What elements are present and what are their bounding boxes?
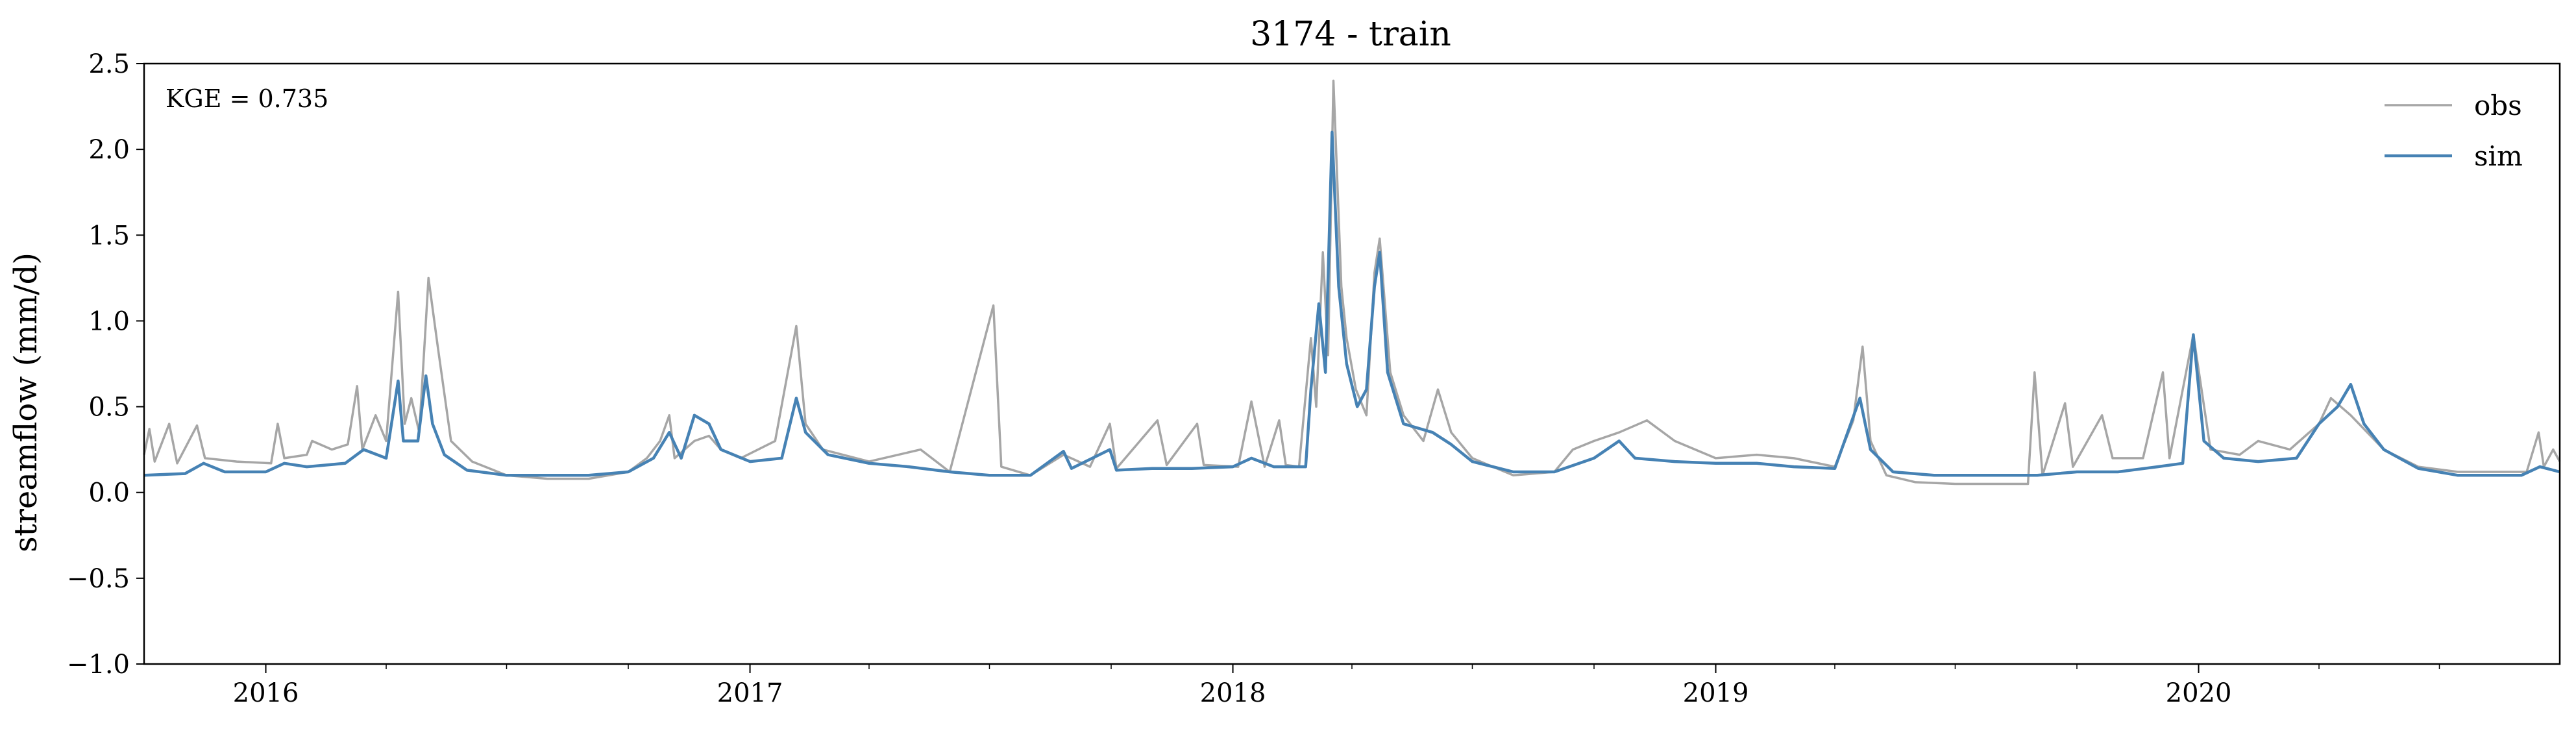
y-tick-label: 1.5 bbox=[88, 221, 130, 251]
y-tick-label: 2.0 bbox=[88, 135, 130, 165]
y-tick-label: 0.5 bbox=[88, 393, 130, 423]
chart-title: 3174 - train bbox=[1250, 15, 1451, 54]
x-tick-label: 2020 bbox=[2166, 678, 2232, 708]
y-tick-label: −1.0 bbox=[67, 650, 130, 680]
x-tick-label: 2017 bbox=[717, 678, 783, 708]
y-tick-label: −0.5 bbox=[67, 564, 130, 594]
y-tick-label: 0.0 bbox=[88, 478, 130, 508]
legend-label-sim: sim bbox=[2474, 140, 2523, 172]
legend: obs sim bbox=[2385, 90, 2523, 172]
x-tick-label: 2019 bbox=[1683, 678, 1749, 708]
kge-annotation: KGE = 0.735 bbox=[166, 84, 328, 113]
y-tick-label: 2.5 bbox=[88, 49, 130, 79]
x-tick-label: 2018 bbox=[1200, 678, 1266, 708]
y-axis-label: streamflow (mm/d) bbox=[8, 252, 44, 552]
plot-area: −1.0 −0.5 0.0 0.5 1.0 1.5 2.0 2.5 2016 2017 2018 20… bbox=[67, 49, 2561, 708]
y-tick-label: 1.0 bbox=[88, 306, 130, 336]
series-line-sim bbox=[143, 130, 2560, 477]
x-tick-label: 2016 bbox=[233, 678, 299, 708]
legend-label-obs: obs bbox=[2474, 90, 2522, 121]
